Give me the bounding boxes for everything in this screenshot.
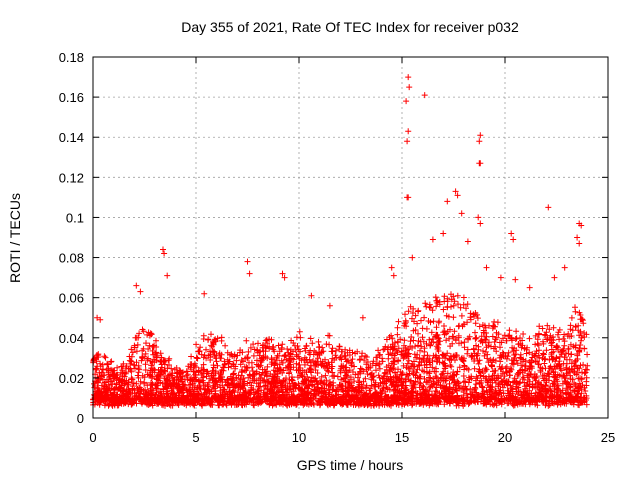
y-tick-label: 0.08 (59, 251, 84, 266)
y-tick-label: 0 (77, 411, 84, 426)
data-points (90, 74, 591, 409)
y-tick-label: 0.02 (59, 371, 84, 386)
x-tick-label: 20 (498, 430, 512, 445)
x-tick-label: 10 (292, 430, 306, 445)
y-axis-title: ROTI / TECUs (7, 193, 23, 283)
x-tick-label: 25 (601, 430, 615, 445)
y-tick-label: 0.18 (59, 50, 84, 65)
axis-tick-labels: 0 0.02 0.04 0.06 0.08 0.1 0.12 0.14 0.16 0.18 0 5 10… (59, 50, 616, 445)
y-tick-label: 0.16 (59, 90, 84, 105)
y-tick-label: 0.12 (59, 170, 84, 185)
x-tick-label: 15 (395, 430, 409, 445)
x-axis-title: GPS time / hours (297, 457, 404, 473)
x-tick-label: 5 (192, 430, 199, 445)
y-tick-label: 0.04 (59, 331, 84, 346)
y-tick-label: 0.1 (66, 210, 84, 225)
plot-frame (92, 56, 609, 419)
x-tick-label: 0 (89, 430, 96, 445)
y-tick-label: 0.06 (59, 291, 84, 306)
scatter-points (90, 74, 591, 409)
chart-title: Day 355 of 2021, Rate Of TEC Index for r… (181, 19, 519, 35)
y-tick-label: 0.14 (59, 130, 84, 145)
axis-ticks (92, 56, 609, 419)
